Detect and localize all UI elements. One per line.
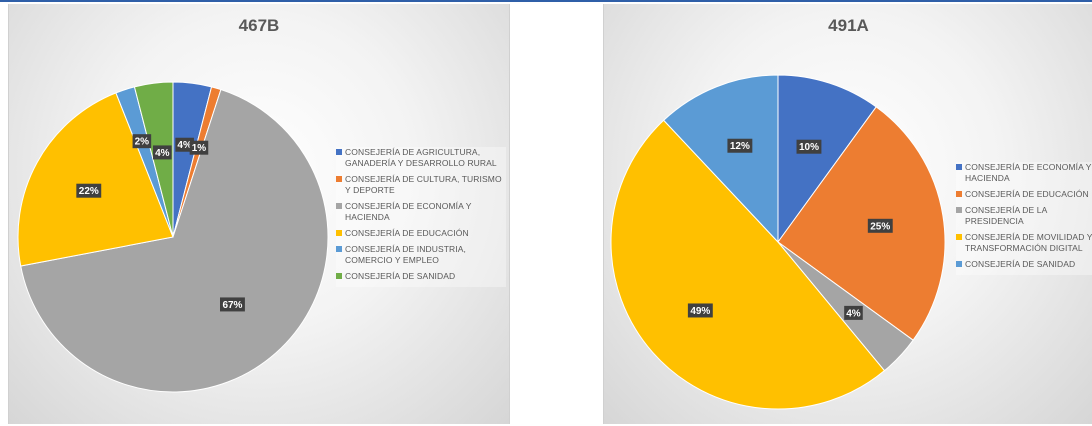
legend-swatch [336, 149, 342, 155]
legend-swatch [956, 207, 962, 213]
pie-slice [662, 74, 779, 244]
legend-item: CONSEJERÍA DE ECONOMÍA Y HACIENDA [336, 201, 506, 223]
pie-slice [133, 81, 174, 238]
data-label: 22% [76, 183, 102, 198]
chart-title: 467B [238, 16, 280, 35]
pie-slice [777, 106, 946, 341]
legend-item: CONSEJERÍA DE INDUSTRIA, COMERCIO Y EMPL… [336, 244, 506, 266]
chart-title: 491A [828, 16, 869, 35]
legend-swatch [336, 273, 342, 279]
svg-text:1%: 1% [192, 143, 207, 154]
legend-item: CONSEJERÍA DE CULTURA, TURISMO Y DEPORTE [336, 174, 506, 196]
svg-text:67%: 67% [222, 300, 242, 311]
data-label: 67% [220, 297, 245, 312]
legend-swatch [956, 234, 962, 240]
pie-slice [17, 92, 174, 267]
legend-label: CONSEJERÍA DE LA PRESIDENCIA [965, 205, 1047, 226]
data-label: 10% [796, 139, 822, 154]
legend-item: CONSEJERÍA DE MOVILIDAD Y TRANSFORMACIÓN… [956, 232, 1092, 254]
chart-491a: 491A 10% 25% 4% 49% 12% CONSEJERÍA DE ECONOM… [603, 4, 1092, 424]
legend-item: CONSEJERÍA DE ECONOMÍA Y HACIENDA [956, 162, 1092, 184]
legend-label: CONSEJERÍA DE SANIDAD [345, 271, 456, 281]
svg-text:4%: 4% [155, 148, 170, 159]
svg-text:10%: 10% [799, 142, 819, 153]
legend-label: CONSEJERÍA DE CULTURA, TURISMO Y DEPORTE [345, 174, 502, 195]
svg-text:12%: 12% [730, 141, 750, 152]
data-label: 25% [867, 218, 893, 233]
legend-swatch [956, 191, 962, 197]
svg-text:22%: 22% [79, 186, 99, 197]
legend-label: CONSEJERÍA DE INDUSTRIA, COMERCIO Y EMPL… [345, 244, 466, 265]
legend-491a: CONSEJERÍA DE ECONOMÍA Y HACIENDA CONSEJE… [956, 162, 1092, 275]
pie-slice [777, 74, 877, 244]
legend-swatch [336, 230, 342, 236]
legend-label: CONSEJERÍA DE EDUCACIÓN [965, 189, 1089, 199]
legend-label: CONSEJERÍA DE ECONOMÍA Y HACIENDA [345, 201, 472, 222]
legend-label: CONSEJERÍA DE MOVILIDAD Y TRANSFORMACIÓN… [965, 232, 1092, 253]
data-label: 4% [175, 137, 194, 152]
legend-item: CONSEJERÍA DE AGRICULTURA, GANADERÍA Y D… [336, 147, 506, 169]
data-label: 4% [844, 305, 863, 320]
legend-swatch [336, 203, 342, 209]
legend-label: CONSEJERÍA DE EDUCACIÓN [345, 228, 469, 238]
data-label: 12% [727, 138, 753, 153]
legend-467b: CONSEJERÍA DE AGRICULTURA, GANADERÍA Y D… [336, 147, 506, 287]
data-label: 4% [153, 145, 172, 160]
pie-slice [610, 119, 886, 410]
legend-item: CONSEJERÍA DE EDUCACIÓN [956, 189, 1092, 200]
legend-label: CONSEJERÍA DE ECONOMÍA Y HACIENDA [965, 162, 1092, 183]
chart-467b: 467B 4% 1% 67% 22% 2% 4% CONSEJERÍA DE AGRICU… [8, 4, 510, 424]
legend-item: CONSEJERÍA DE SANIDAD [956, 259, 1092, 270]
legend-label: CONSEJERÍA DE SANIDAD [965, 259, 1076, 269]
legend-swatch [336, 176, 342, 182]
pie-chart-467b: 4% 1%67%22%2%4% [17, 81, 329, 393]
svg-text:2%: 2% [135, 137, 150, 148]
data-label: 1% [189, 140, 209, 155]
top-border [0, 0, 1092, 2]
legend-item: CONSEJERÍA DE SANIDAD [336, 271, 506, 282]
pie-slice [20, 88, 329, 393]
data-label: 49% [687, 303, 713, 318]
legend-item: CONSEJERÍA DE LA PRESIDENCIA [956, 205, 1092, 227]
legend-item: CONSEJERÍA DE EDUCACIÓN [336, 228, 506, 239]
legend-label: CONSEJERÍA DE AGRICULTURA, GANADERÍA Y D… [345, 147, 497, 168]
svg-text:25%: 25% [870, 221, 890, 232]
legend-swatch [956, 261, 962, 267]
pie-chart-491a: 10% 25% 4% 49% 12% [610, 74, 946, 410]
svg-text:49%: 49% [690, 306, 710, 317]
legend-swatch [336, 246, 342, 252]
svg-text:4%: 4% [177, 140, 192, 151]
svg-text:4%: 4% [846, 308, 861, 319]
legend-swatch [956, 164, 962, 170]
data-label: 2% [132, 134, 152, 149]
